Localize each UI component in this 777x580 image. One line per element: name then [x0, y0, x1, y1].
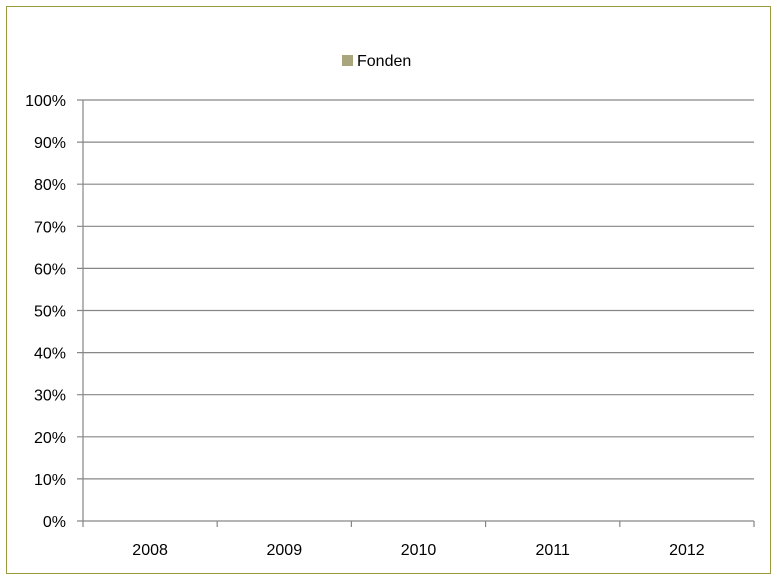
x-tick-label-2010: 2010 [401, 542, 437, 559]
x-tick-label-2011: 2011 [535, 542, 570, 559]
y-tick-label-10: 10% [34, 472, 66, 489]
x-tick-labels: 2008 2009 2010 2011 2012 [132, 542, 704, 559]
x-tick-label-2008: 2008 [132, 542, 168, 559]
y-tick-label-80: 80% [34, 177, 66, 194]
legend-label-fonden: Fonden [357, 53, 411, 70]
grid-lines [77, 99, 754, 522]
y-tick-label-60: 60% [34, 261, 66, 278]
y-tick-label-90: 90% [34, 135, 66, 152]
y-tick-label-40: 40% [34, 346, 66, 363]
x-tick-label-2012: 2012 [669, 542, 705, 559]
y-tick-label-20: 20% [34, 430, 66, 447]
y-tick-label-100: 100% [25, 93, 66, 110]
axes [82, 100, 755, 527]
y-tick-label-30: 30% [34, 388, 66, 405]
legend: Fonden [342, 53, 411, 70]
y-tick-labels: 0% 10% 20% 30% 40% 50% 60% 70% 80% 90% 100% [25, 93, 66, 531]
y-tick-label-50: 50% [34, 304, 66, 321]
y-tick-label-70: 70% [34, 219, 66, 236]
legend-swatch [342, 55, 353, 66]
y-tick-label-0: 0% [43, 514, 66, 531]
x-tick-label-2009: 2009 [267, 542, 303, 559]
